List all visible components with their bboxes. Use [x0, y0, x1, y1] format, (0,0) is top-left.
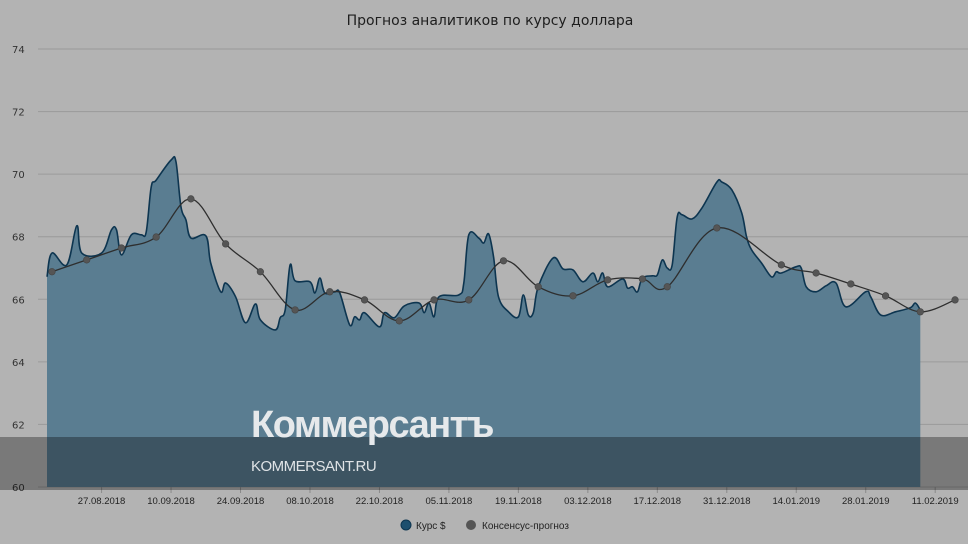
consensus-point	[291, 306, 299, 314]
consensus-point	[395, 317, 403, 325]
consensus-point	[847, 280, 855, 288]
legend-rate-marker	[400, 519, 412, 531]
consensus-point	[360, 296, 369, 304]
chart-title: Прогноз аналитиков по курсу доллара	[347, 13, 634, 29]
consensus-point	[187, 195, 195, 203]
consensus-point	[713, 224, 721, 232]
y-tick-label: 66	[12, 295, 25, 306]
consensus-point	[152, 233, 160, 241]
consensus-point	[117, 244, 126, 252]
consensus-point	[465, 296, 473, 304]
x-tick-label: 10.09.2018	[147, 496, 195, 507]
watermark: Коммерсантъ KOMMERSANT.RU	[0, 404, 968, 490]
consensus-point	[916, 308, 924, 316]
consensus-point	[569, 292, 577, 300]
watermark-band	[0, 437, 968, 490]
y-tick-label: 68	[12, 233, 25, 244]
y-tick-label: 64	[12, 358, 25, 369]
consensus-line	[51, 198, 956, 322]
x-tick-label: 22.10.2018	[356, 496, 404, 507]
y-tick-label: 62	[12, 420, 25, 431]
x-tick-label: 17.12.2018	[634, 496, 682, 507]
legend-item-rate[interactable]: Курс $	[400, 519, 446, 532]
y-tick-label: 60	[12, 483, 25, 494]
consensus-point	[604, 276, 612, 284]
series-layer	[46, 155, 959, 487]
watermark-brand: Коммерсантъ	[251, 404, 494, 446]
legend-consensus-marker	[466, 520, 476, 530]
y-tick-label: 70	[12, 170, 25, 181]
legend-item-consensus[interactable]: Консенсус-прогноз	[466, 520, 569, 532]
consensus-point	[222, 240, 230, 248]
consensus-point	[777, 261, 785, 269]
consensus-point	[663, 283, 671, 291]
x-tick-label: 05.11.2018	[425, 496, 472, 507]
x-tick-label: 11.02.2019	[912, 496, 959, 507]
x-tick-label: 31.12.2018	[703, 496, 751, 507]
x-axis: 27.08.2018 10.09.2018 24.09.2018 08.10.2018…	[78, 487, 959, 507]
x-tick-label: 24.09.2018	[217, 496, 265, 507]
consensus-point	[430, 296, 438, 304]
consensus-point	[48, 268, 56, 276]
rate-area	[47, 156, 921, 487]
x-tick-label: 28.01.2019	[842, 496, 890, 507]
rate-line	[46, 155, 921, 331]
legend: Курс $ Консенсус-прогноз	[400, 519, 569, 532]
consensus-point	[83, 256, 91, 264]
consensus-point	[499, 257, 508, 265]
consensus-point	[881, 292, 890, 300]
consensus-point	[534, 283, 542, 291]
consensus-point	[638, 275, 647, 283]
y-tick-label: 74	[12, 45, 25, 56]
y-axis: 60 62 64 66 68 70 72 74	[12, 45, 25, 494]
x-tick-label: 03.12.2018	[564, 496, 612, 507]
consensus-point	[326, 288, 334, 296]
x-tick-label: 08.10.2018	[286, 496, 334, 507]
legend-rate-label: Курс $	[416, 521, 446, 532]
x-tick-label: 14.01.2019	[772, 496, 820, 507]
x-tick-label: 27.08.2018	[78, 496, 126, 507]
legend-consensus-label: Консенсус-прогноз	[482, 521, 569, 532]
consensus-point	[951, 296, 959, 304]
watermark-site: KOMMERSANT.RU	[251, 458, 376, 475]
x-tick-label: 19.11.2018	[495, 496, 542, 507]
consensus-point	[812, 269, 820, 277]
consensus-point	[256, 268, 264, 276]
y-tick-label: 72	[12, 108, 25, 119]
